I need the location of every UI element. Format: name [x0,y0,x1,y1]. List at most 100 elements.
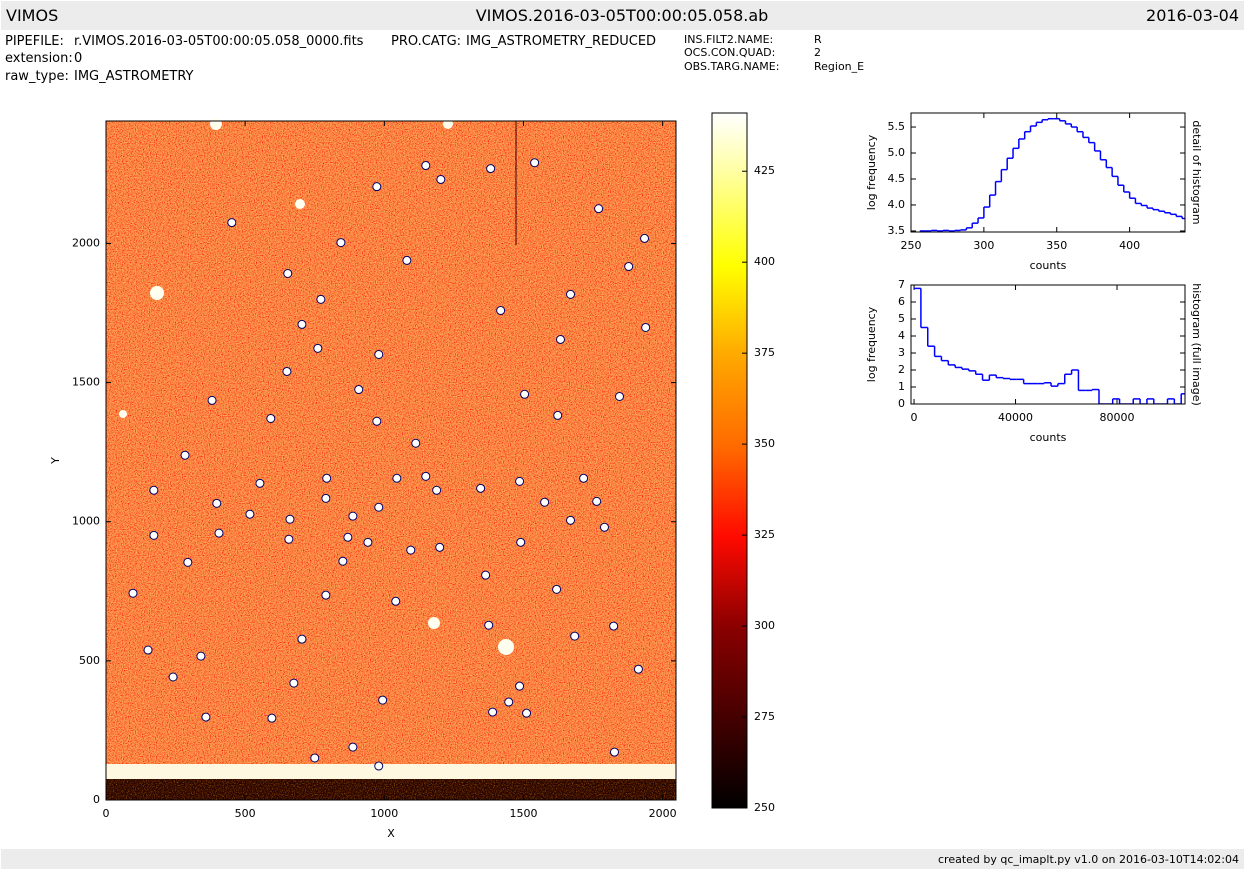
y-tick-label: 1000 [72,515,100,528]
header-bar [1,1,1244,30]
axes-frame [105,120,677,801]
source-marker [515,681,525,691]
x-tick-label: 250 [901,239,922,252]
source-marker [374,502,384,512]
source-marker [348,511,358,521]
y-tick-label: 0 [898,397,905,410]
source-marker [641,322,651,332]
y-tick-label: 1500 [72,376,100,389]
colorbar-tick-label: 400 [754,255,775,268]
source-marker [436,174,446,184]
x-axis-label: X [387,827,395,840]
source-marker [338,556,348,566]
y-tick-label: 4 [898,329,905,342]
colorbar [711,112,748,809]
source-marker [594,204,604,214]
info-key: PIPEFILE: [5,34,64,49]
source-marker [372,416,382,426]
source-marker [609,747,619,757]
source-marker [520,389,530,399]
axes-frame [910,284,1186,405]
y-tick-label: 3 [898,346,905,359]
bright-star [428,617,440,629]
source-marker [149,530,159,540]
source-marker [566,515,576,525]
colorbar-tick-label: 375 [754,346,775,359]
source-marker [266,413,276,423]
source-marker [255,478,265,488]
source-marker [406,545,416,555]
y-tick-label: 7 [898,278,905,291]
source-marker [168,672,178,682]
x-tick-label: 2000 [649,807,677,820]
image-saturated-band [106,764,676,780]
y-tick-label: 2 [898,363,905,376]
y-tick-label: 5.5 [888,120,906,133]
source-marker [284,534,294,544]
source-marker [214,528,224,538]
bright-star [295,199,305,209]
header-right: 2016-03-04 [1146,6,1239,25]
source-marker [570,631,580,641]
source-marker [552,584,562,594]
source-marker [149,485,159,495]
source-marker [432,485,442,495]
y-axis-label: Y [49,457,62,465]
source-marker [282,366,292,376]
x-tick-label: 1000 [370,807,398,820]
source-marker [313,343,323,353]
source-marker [227,218,237,228]
side-label: detail of histogram [1190,120,1203,224]
info-key: INS.FILT2.NAME: [684,33,774,46]
source-marker [321,493,331,503]
source-marker [421,471,431,481]
colorbar-tick-label: 425 [754,164,775,177]
source-marker [321,590,331,600]
source-marker [180,450,190,460]
x-axis-label: counts [1030,259,1067,272]
source-marker [486,164,496,174]
side-label: histogram (full image) [1190,283,1203,406]
x-tick-label: 80000 [1100,411,1135,424]
source-marker [183,557,193,567]
info-value: IMG_ASTROMETRY_REDUCED [466,34,657,49]
y-axis-label: log frequency [865,306,878,382]
source-marker [515,476,525,486]
histogram-steps [919,117,1185,232]
source-marker [624,262,634,272]
source-marker [343,532,353,542]
header-left: VIMOS [6,6,59,25]
source-marker [516,537,526,547]
source-marker [615,391,625,401]
source-marker [285,514,295,524]
source-marker [207,395,217,405]
source-marker [378,695,388,705]
info-value: Region_E [814,60,865,73]
x-tick-label: 350 [1046,239,1067,252]
source-marker [143,645,153,655]
plots: 0 500 1000 1500 20000500100015002000XY250275… [49,112,1203,840]
source-marker [316,294,326,304]
bright-star [150,286,164,300]
y-tick-label: 4.5 [888,172,906,185]
source-marker [402,255,412,265]
source-marker [245,509,255,519]
source-marker [354,385,364,395]
source-marker [609,621,619,631]
source-marker [476,483,486,493]
histogram-steps [914,287,1185,404]
source-marker [530,158,540,168]
source-marker [289,678,299,688]
info-value: 0 [74,51,83,66]
x-tick-label: 500 [235,807,256,820]
axes-frame [910,112,1186,233]
x-axis-label: counts [1030,431,1067,444]
y-axis-label: log frequency [865,134,878,210]
source-marker [481,570,491,580]
y-tick-label: 6 [898,295,905,308]
info-key: OBS.TARG.NAME: [684,60,780,73]
source-marker [484,620,494,630]
source-marker [297,319,307,329]
colorbar-tick-label: 300 [754,619,775,632]
